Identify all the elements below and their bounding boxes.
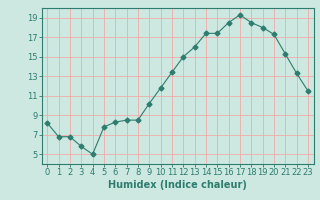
X-axis label: Humidex (Indice chaleur): Humidex (Indice chaleur) (108, 180, 247, 190)
